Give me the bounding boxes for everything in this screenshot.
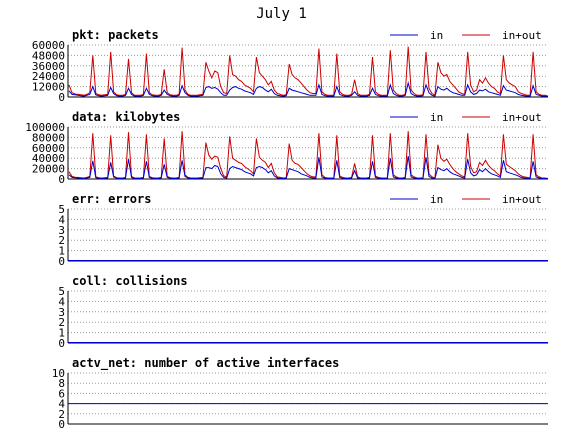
panel-title-coll: coll: collisions bbox=[72, 274, 188, 288]
legend-label-data-0: in bbox=[430, 111, 443, 124]
y-tick-label-data-5: 100000 bbox=[25, 121, 65, 134]
y-tick-label-data-0: 0 bbox=[58, 173, 65, 186]
y-tick-label-pkt-5: 60000 bbox=[32, 39, 65, 52]
y-tick-label-err-2: 2 bbox=[58, 234, 65, 247]
y-tick-label-err-4: 4 bbox=[58, 213, 65, 226]
y-tick-label-coll-2: 2 bbox=[58, 316, 65, 329]
y-tick-label-err-0: 0 bbox=[58, 255, 65, 268]
panel-title-pkt: pkt: packets bbox=[72, 28, 159, 42]
y-tick-label-err-1: 1 bbox=[58, 245, 65, 258]
y-tick-label-data-2: 40000 bbox=[32, 152, 65, 165]
y-tick-label-actv_net-5: 10 bbox=[52, 367, 65, 380]
legend-label-pkt-0: in bbox=[430, 29, 443, 42]
legend-label-data-1: in+out bbox=[502, 111, 542, 124]
y-tick-label-data-3: 60000 bbox=[32, 142, 65, 155]
y-tick-label-actv_net-3: 6 bbox=[58, 387, 65, 400]
legend-label-pkt-1: in+out bbox=[502, 29, 542, 42]
y-tick-label-pkt-4: 48000 bbox=[32, 49, 65, 62]
y-tick-label-actv_net-1: 2 bbox=[58, 408, 65, 421]
panel-title-data: data: kilobytes bbox=[72, 110, 180, 124]
page-title: July 1 bbox=[256, 6, 307, 22]
y-tick-label-actv_net-0: 0 bbox=[58, 418, 65, 431]
y-tick-label-pkt-1: 12000 bbox=[32, 81, 65, 94]
series-line-data-1 bbox=[68, 131, 549, 179]
y-tick-label-err-5: 5 bbox=[58, 203, 65, 216]
y-tick-label-actv_net-2: 4 bbox=[58, 398, 65, 411]
y-tick-label-data-1: 20000 bbox=[32, 163, 65, 176]
y-tick-label-coll-1: 1 bbox=[58, 327, 65, 340]
panel-title-actv_net: actv_net: number of active interfaces bbox=[72, 356, 339, 371]
y-tick-label-coll-3: 3 bbox=[58, 306, 65, 319]
y-tick-label-err-3: 3 bbox=[58, 224, 65, 237]
y-tick-label-pkt-3: 36000 bbox=[32, 60, 65, 73]
y-tick-label-coll-5: 5 bbox=[58, 285, 65, 298]
y-tick-label-coll-4: 4 bbox=[58, 295, 65, 308]
series-line-data-0 bbox=[68, 156, 549, 180]
legend-label-err-0: in bbox=[430, 193, 443, 206]
panel-title-err: err: errors bbox=[72, 192, 151, 206]
y-tick-label-actv_net-4: 8 bbox=[58, 377, 65, 390]
series-line-pkt-0 bbox=[68, 81, 549, 98]
legend-label-err-1: in+out bbox=[502, 193, 542, 206]
y-tick-label-pkt-0: 0 bbox=[58, 91, 65, 104]
series-line-pkt-1 bbox=[68, 46, 549, 97]
y-tick-label-coll-0: 0 bbox=[58, 337, 65, 350]
y-tick-label-pkt-2: 24000 bbox=[32, 70, 65, 83]
y-tick-label-data-4: 80000 bbox=[32, 131, 65, 144]
